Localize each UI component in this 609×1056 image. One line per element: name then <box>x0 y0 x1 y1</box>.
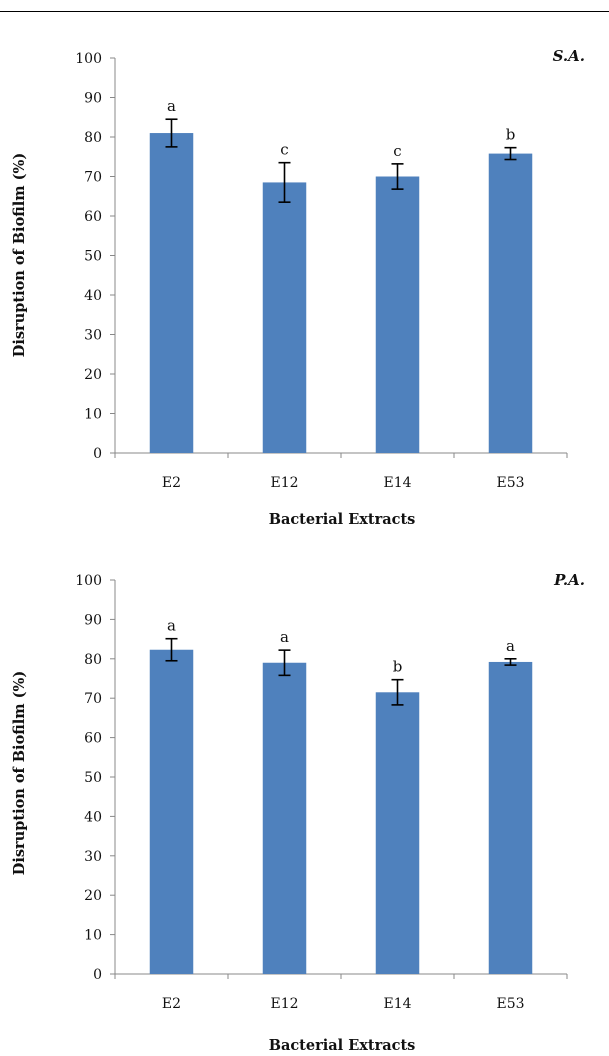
y-tick-label: 100 <box>75 51 102 67</box>
y-tick-label: 80 <box>84 130 102 146</box>
chart-pa: Disruption of Biofilm (%) P.A. Bacterial… <box>11 571 585 1054</box>
y-tick-label: 0 <box>93 446 102 462</box>
significance-label: a <box>506 637 515 655</box>
y-tick-label: 80 <box>84 652 102 668</box>
y-tick-label: 100 <box>75 573 102 589</box>
y-axis-title: Disruption of Biofilm (%) <box>11 671 28 875</box>
x-tick-label: E12 <box>270 475 298 491</box>
y-tick-label: 50 <box>84 249 102 265</box>
x-tick-label: E53 <box>496 996 524 1012</box>
y-tick-label: 30 <box>84 849 102 865</box>
bar <box>262 182 307 454</box>
significance-label: a <box>167 97 176 115</box>
y-tick-label: 70 <box>84 691 102 707</box>
significance-label: b <box>393 658 403 676</box>
bar <box>488 661 533 974</box>
significance-label: b <box>506 126 516 144</box>
bar <box>262 662 307 974</box>
y-tick-label: 60 <box>84 731 102 747</box>
y-tick-label: 50 <box>84 770 102 786</box>
significance-label: a <box>167 617 176 635</box>
y-tick-label: 30 <box>84 328 102 344</box>
y-tick-label: 20 <box>84 888 102 904</box>
significance-label: c <box>393 142 401 160</box>
y-tick-label: 10 <box>84 928 102 944</box>
y-tick-label: 20 <box>84 367 102 383</box>
x-tick-label: E14 <box>383 475 411 491</box>
x-axis-title: Bacterial Extracts <box>269 1037 416 1054</box>
bar <box>375 176 420 453</box>
bar <box>488 153 533 453</box>
y-tick-label: 90 <box>84 91 102 107</box>
x-tick-label: E53 <box>496 475 524 491</box>
y-tick-label: 10 <box>84 407 102 423</box>
y-tick-label: 60 <box>84 209 102 225</box>
panel-label: P.A. <box>553 571 585 589</box>
y-tick-label: 90 <box>84 612 102 628</box>
y-tick-label: 0 <box>93 967 102 983</box>
significance-label: a <box>280 628 289 646</box>
bar <box>149 649 194 974</box>
x-tick-label: E12 <box>270 996 298 1012</box>
chart-sa: Disruption of Biofilm (%) S.A. Bacterial… <box>11 47 585 528</box>
bar <box>375 692 420 974</box>
x-tick-label: E2 <box>162 475 181 491</box>
y-tick-label: 70 <box>84 170 102 186</box>
y-tick-label: 40 <box>84 288 102 304</box>
x-tick-label: E2 <box>162 996 181 1012</box>
bar <box>149 133 194 454</box>
panel-label: S.A. <box>553 47 585 65</box>
x-tick-label: E14 <box>383 996 411 1012</box>
top-rule <box>0 11 609 12</box>
significance-label: c <box>280 141 288 159</box>
y-tick-label: 40 <box>84 809 102 825</box>
x-axis-title: Bacterial Extracts <box>269 511 416 528</box>
y-axis-title: Disruption of Biofilm (%) <box>11 153 28 357</box>
